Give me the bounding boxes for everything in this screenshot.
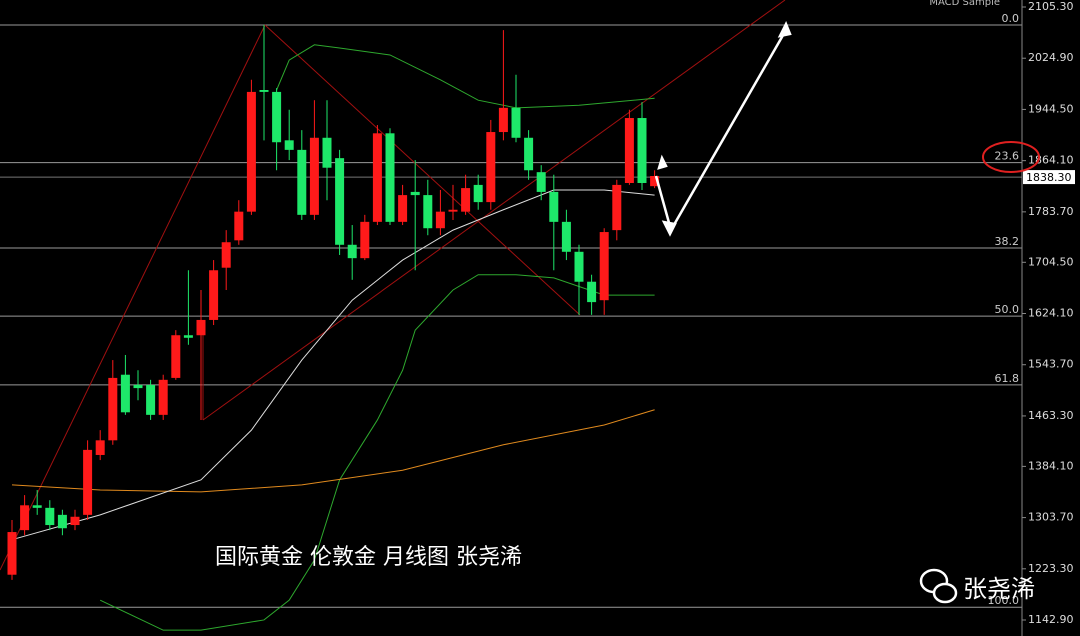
y-tick-label: 1223.30: [1028, 562, 1074, 575]
trend-line: [0, 24, 266, 571]
candle-body: [372, 133, 382, 222]
y-tick-label: 1944.50: [1028, 102, 1074, 115]
price-label-box: [1023, 170, 1075, 185]
candle-body: [347, 244, 357, 259]
candle-body: [335, 158, 345, 245]
candle-body: [448, 209, 458, 212]
y-tick-label: 1783.70: [1028, 205, 1074, 218]
indicator-label: MACD Sample: [929, 0, 1000, 8]
overlay-line: [276, 44, 655, 109]
overlay-line: [11, 409, 655, 493]
candle-body: [133, 384, 143, 389]
candle-body: [196, 319, 206, 336]
arrow-head: [661, 220, 677, 237]
fib-level-label: 0.0: [1002, 12, 1020, 25]
candle-body: [297, 149, 307, 215]
candle-body: [183, 335, 193, 338]
arrow-head: [777, 20, 792, 38]
candle-body: [637, 118, 647, 183]
watermark: 张尧浠: [919, 568, 1035, 604]
y-tick-label: 1704.50: [1028, 255, 1074, 268]
candle-body: [259, 90, 269, 92]
wechat-icon: [932, 582, 958, 604]
y-tick-label: 2105.30: [1028, 0, 1074, 13]
forecast-arrows: [654, 20, 792, 237]
candle-body: [549, 191, 559, 222]
candle-body: [95, 440, 105, 455]
candle-body: [423, 195, 433, 229]
fib-level-label: 61.8: [995, 372, 1020, 385]
y-axis: 2105.302024.901944.501864.101783.701704.…: [1022, 0, 1075, 626]
candle-body: [473, 184, 483, 203]
overlay-line: [99, 274, 655, 631]
candle-body: [234, 211, 244, 241]
candle-body: [284, 140, 294, 150]
candle-body: [498, 107, 508, 133]
candle-body: [20, 505, 30, 531]
grid-layer: 0.0 23.6 38.2 50.0 61.8 100.0: [0, 12, 1022, 608]
fib-level-label: 23.6: [995, 150, 1020, 163]
candle-body: [309, 137, 319, 215]
trend-line: [264, 24, 581, 316]
candle-body: [461, 188, 471, 212]
trend-drawings: [0, 0, 786, 571]
candle-body: [398, 195, 408, 222]
candle-body: [246, 91, 256, 212]
fib-level-label: 38.2: [995, 235, 1020, 248]
candle-body: [574, 251, 584, 282]
candle-body: [32, 505, 42, 508]
watermark-text: 张尧浠: [963, 575, 1035, 603]
overlay-line: [11, 189, 655, 541]
candle-body: [612, 184, 622, 231]
candle-body: [435, 211, 445, 229]
candle-body: [385, 133, 395, 222]
y-tick-label: 1142.90: [1028, 613, 1074, 626]
candle-body: [624, 118, 634, 183]
y-tick-label: 1543.70: [1028, 358, 1074, 371]
candle-body: [57, 514, 67, 529]
candle-body: [108, 377, 118, 441]
candle-body: [410, 191, 420, 196]
fib-level-label: 100.0: [988, 594, 1020, 607]
candle-body: [7, 532, 17, 575]
candle-body: [221, 242, 231, 268]
trend-line: [202, 0, 786, 421]
candle-body: [45, 507, 55, 526]
candle-body: [171, 335, 181, 378]
candle-body: [83, 449, 93, 515]
price-label: 1838.30: [1026, 171, 1072, 184]
y-tick-label: 2024.90: [1028, 51, 1074, 64]
candle-body: [524, 137, 534, 171]
candle-body: [158, 379, 168, 415]
candle-body: [272, 91, 282, 143]
candle-body: [322, 137, 332, 168]
candle-body: [650, 175, 660, 187]
candle-body: [536, 172, 546, 192]
y-tick-label: 1303.70: [1028, 511, 1074, 524]
chart-title: 国际黄金 伦敦金 月线图 张尧浠: [215, 545, 522, 570]
candle-body: [209, 270, 219, 320]
candle-body: [587, 281, 597, 303]
arrow-head: [657, 154, 668, 170]
candle-body: [561, 221, 571, 252]
fib-level-label: 50.0: [995, 303, 1020, 316]
y-tick-label: 1624.10: [1028, 307, 1074, 320]
overlay-layer: [11, 44, 655, 631]
highlight-circle: [982, 141, 1040, 173]
candle-body: [486, 132, 496, 203]
candle-body: [511, 107, 521, 138]
y-tick-label: 1463.30: [1028, 409, 1074, 422]
candle-body: [599, 232, 609, 301]
y-tick-label: 1384.10: [1028, 459, 1074, 472]
candle-body: [70, 516, 80, 526]
candle-body: [120, 374, 130, 413]
candle-layer: [7, 25, 660, 580]
candle-body: [146, 384, 156, 415]
candle-body: [360, 221, 370, 259]
